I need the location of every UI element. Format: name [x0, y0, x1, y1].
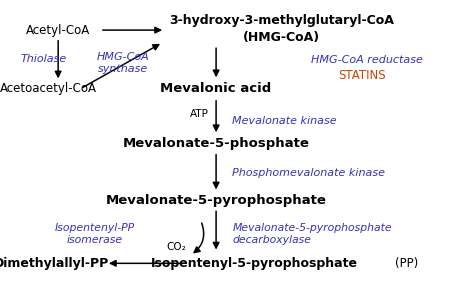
Text: Mevalonate kinase: Mevalonate kinase — [232, 116, 337, 126]
Text: Mevalonic acid: Mevalonic acid — [161, 82, 272, 95]
Text: 3-hydroxy-3-methylglutaryl-CoA: 3-hydroxy-3-methylglutaryl-CoA — [169, 14, 393, 27]
Text: (PP): (PP) — [395, 257, 418, 270]
Text: CO₂: CO₂ — [167, 242, 186, 252]
Text: Isopentenyl-PP
isomerase: Isopentenyl-PP isomerase — [55, 223, 135, 245]
Text: HMG-CoA reductase: HMG-CoA reductase — [311, 55, 423, 65]
Text: HMG-CoA
synthase: HMG-CoA synthase — [97, 52, 150, 74]
Text: Phosphomevalonate kinase: Phosphomevalonate kinase — [232, 168, 385, 178]
Text: Acetyl-CoA: Acetyl-CoA — [26, 24, 90, 36]
Text: ATP: ATP — [190, 109, 209, 119]
Text: Mevalonate-5-pyrophosphate: Mevalonate-5-pyrophosphate — [106, 194, 327, 207]
Text: Dimethylallyl-PP: Dimethylallyl-PP — [0, 257, 109, 270]
Text: Isopentenyl-5-pyrophosphate: Isopentenyl-5-pyrophosphate — [151, 257, 358, 270]
Text: Mevalonate-5-phosphate: Mevalonate-5-phosphate — [123, 137, 310, 150]
Text: Acetoacetyl-CoA: Acetoacetyl-CoA — [0, 82, 96, 95]
Text: Mevalonate-5-pyrophosphate
decarboxylase: Mevalonate-5-pyrophosphate decarboxylase — [232, 223, 392, 245]
Text: STATINS: STATINS — [338, 69, 386, 81]
Text: (HMG-CoA): (HMG-CoA) — [243, 31, 319, 44]
Text: Thiolase: Thiolase — [20, 54, 67, 64]
